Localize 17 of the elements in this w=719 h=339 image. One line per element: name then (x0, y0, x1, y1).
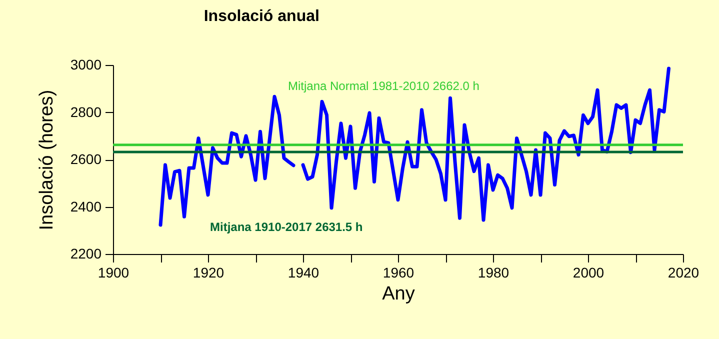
y-tick-label: 2600 (70, 151, 102, 167)
x-tick-label: 1980 (478, 264, 510, 280)
ref-line-label: Mitjana 1910-2017 2631.5 h (210, 220, 363, 234)
y-tick-label: 2200 (70, 246, 102, 262)
ref-line-label: Mitjana Normal 1981-2010 2662.0 h (288, 78, 480, 93)
y-tick-label: 2400 (70, 198, 102, 214)
x-tick-label: 1900 (98, 264, 130, 280)
x-tick-label: 1960 (382, 264, 414, 280)
x-tick-label: 1940 (288, 264, 320, 280)
x-axis-title: Any (382, 284, 416, 304)
x-tick-label: 2020 (668, 264, 700, 280)
x-tick-label: 1920 (192, 264, 224, 280)
y-tick-label: 2800 (70, 104, 102, 120)
x-tick-label: 2000 (572, 264, 604, 280)
y-tick-label: 3000 (70, 56, 102, 72)
y-axis-title: Insolació (hores) (36, 90, 58, 230)
chart-title: Insolació anual (204, 8, 320, 25)
